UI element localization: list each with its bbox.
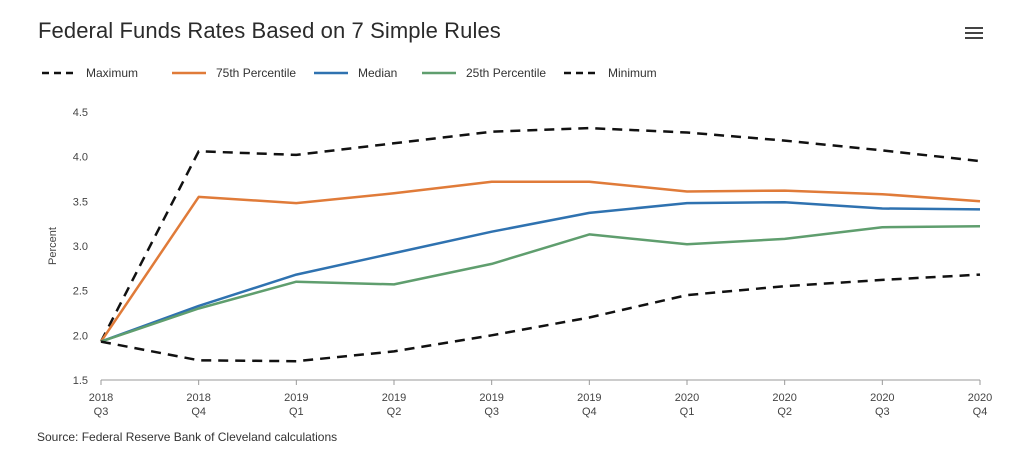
x-tick-label-quarter: Q3: [94, 406, 109, 418]
x-tick-label-year: 2020: [772, 392, 796, 404]
source-note: Source: Federal Reserve Bank of Clevelan…: [37, 430, 338, 444]
legend-item-75th-percentile[interactable]: 75th Percentile: [170, 66, 296, 80]
legend-label-75th-percentile: 75th Percentile: [216, 66, 297, 80]
x-tick-label-quarter: Q4: [973, 406, 988, 418]
y-tick-label: 3.0: [73, 241, 88, 253]
x-tick-label-year: 2020: [675, 392, 699, 404]
legend-item-minimum[interactable]: Minimum: [562, 66, 657, 80]
x-tick-label-quarter: Q2: [777, 406, 792, 418]
hamburger-menu-icon[interactable]: [960, 24, 988, 48]
x-tick-label-quarter: Q1: [680, 406, 695, 418]
y-tick-label: 4.0: [73, 152, 88, 164]
x-tick-label-quarter: Q3: [875, 406, 890, 418]
legend-item-maximum[interactable]: Maximum: [40, 66, 138, 80]
x-tick-label-quarter: Q1: [289, 406, 304, 418]
chart-lines: [99, 126, 981, 363]
legend-swatch-75th-percentile: [172, 71, 206, 75]
x-tick-label-quarter: Q4: [191, 406, 206, 418]
x-tick-label-year: 2019: [382, 392, 406, 404]
x-tick-label-quarter: Q3: [484, 406, 499, 418]
y-tick-label: 2.0: [73, 330, 88, 342]
chart-legend: Maximum 75th Percentile Median 25th Perc…: [40, 66, 1004, 86]
y-tick-label: 2.5: [73, 286, 88, 298]
y-axis-label: Percent: [47, 227, 59, 265]
legend-swatch-minimum: [564, 71, 598, 75]
legend-swatch-median: [314, 71, 348, 75]
x-tick-label-year: 2019: [577, 392, 601, 404]
y-tick-label: 4.5: [73, 107, 88, 119]
series-line-minimum: [100, 273, 981, 363]
series-line-25th-percentile: [100, 225, 981, 343]
legend-item-median[interactable]: Median: [312, 66, 397, 80]
x-tick-label-year: 2020: [870, 392, 894, 404]
series-line-maximum: [99, 126, 981, 343]
series-line-median: [100, 200, 981, 343]
legend-label-median: Median: [358, 66, 398, 80]
x-tick-label-year: 2018: [186, 392, 210, 404]
x-tick-label-year: 2020: [968, 392, 992, 404]
x-tick-label-year: 2018: [89, 392, 113, 404]
chart-axes: 1.5 2.0 2.5 3.0 3.5 4.0 4.5 Percent 2018 Q3 2018 Q4…: [47, 107, 992, 418]
x-tick-label-year: 2019: [284, 392, 308, 404]
x-tick-label-quarter: Q2: [387, 406, 402, 418]
legend-item-25th-percentile[interactable]: 25th Percentile: [420, 66, 546, 80]
legend-label-minimum: Minimum: [608, 66, 657, 80]
x-tick-label-year: 2019: [479, 392, 503, 404]
legend-label-25th-percentile: 25th Percentile: [466, 66, 547, 80]
y-tick-label: 1.5: [73, 375, 88, 387]
y-tick-label: 3.5: [73, 196, 88, 208]
legend-swatch-maximum: [42, 71, 76, 75]
legend-swatch-25th-percentile: [422, 71, 456, 75]
chart-title: Federal Funds Rates Based on 7 Simple Ru…: [38, 18, 501, 43]
x-tick-label-quarter: Q4: [582, 406, 597, 418]
series-line-75th-percentile: [99, 180, 981, 343]
legend-label-maximum: Maximum: [86, 66, 139, 80]
